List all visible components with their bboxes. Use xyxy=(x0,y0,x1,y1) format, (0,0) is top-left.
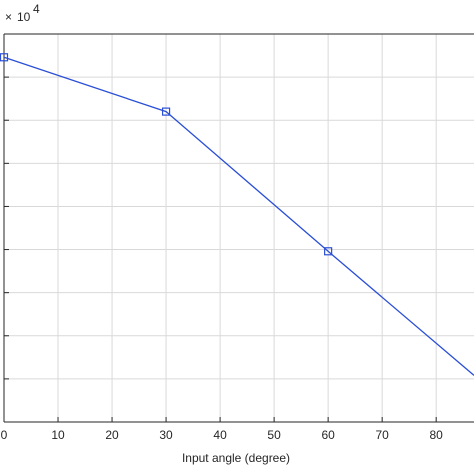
x-tick-label: 20 xyxy=(105,428,119,442)
exponent-power: 4 xyxy=(33,2,40,16)
data-point-marker xyxy=(161,107,171,116)
x-tick-label: 70 xyxy=(375,428,389,442)
x-tick-label: 40 xyxy=(213,428,227,442)
x-tick-label: 50 xyxy=(267,428,281,442)
y-exponent-label: × 10 4 xyxy=(5,2,40,24)
x-tick-label: 0 xyxy=(1,428,8,442)
x-tick-label: 10 xyxy=(51,428,65,442)
x-tick-label: 60 xyxy=(321,428,335,442)
data-point-marker xyxy=(0,53,9,62)
data-point-marker xyxy=(324,247,333,256)
exponent-prefix: × xyxy=(5,10,12,24)
x-tick-labels: 0 10 20 30 40 50 60 70 80 xyxy=(1,428,444,442)
plot-axes xyxy=(3,33,474,423)
x-tick-label: 30 xyxy=(159,428,173,442)
x-axis-label: Input angle (degree) xyxy=(182,451,290,465)
x-tick-label: 80 xyxy=(430,428,444,442)
series-layer xyxy=(0,53,474,376)
exponent-base: 10 xyxy=(17,10,31,24)
series-line xyxy=(3,56,474,376)
grid-lines xyxy=(3,33,474,423)
